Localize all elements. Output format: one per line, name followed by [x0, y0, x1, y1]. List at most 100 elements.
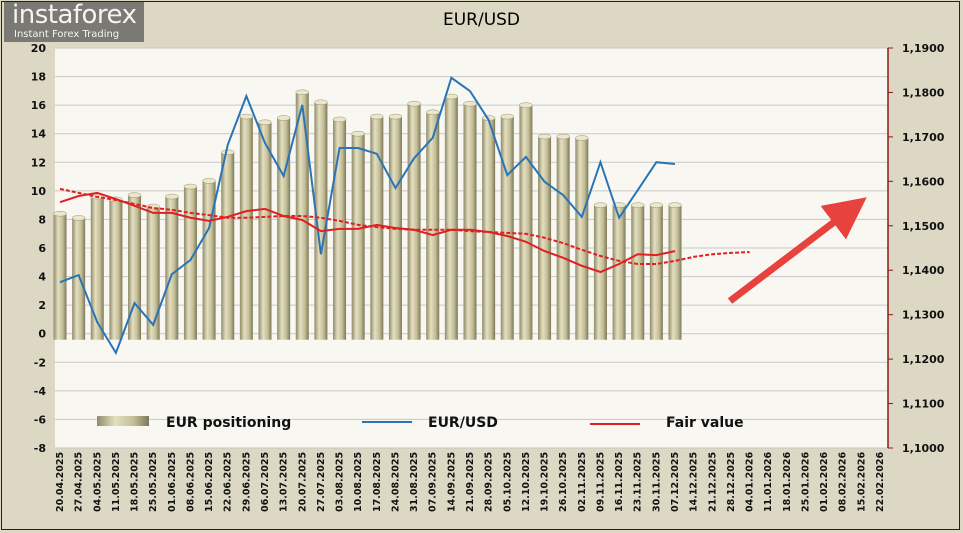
x-tick-label: 22.02.2026 [875, 452, 886, 512]
bar-cap [388, 113, 403, 120]
right-tick-label: 1,1700 [902, 131, 945, 144]
right-tick-label: 1,1600 [902, 175, 945, 188]
x-tick-label: 07.12.2025 [670, 452, 681, 512]
bar [165, 196, 179, 340]
bar-cap [556, 133, 570, 140]
legend-fair-value: Fair value [666, 415, 744, 431]
left-tick-label: 10 [31, 185, 47, 198]
bar [295, 92, 309, 340]
bar [575, 138, 589, 340]
bar-cap [71, 215, 86, 221]
red-arrow-annotation [727, 197, 867, 304]
bar-cap [332, 116, 347, 123]
bar [109, 199, 123, 340]
x-tick-label: 05.10.2025 [502, 452, 513, 512]
right-tick-label: 1,1400 [902, 264, 945, 277]
bar [146, 206, 160, 340]
right-tick-label: 1,1000 [902, 442, 945, 455]
bar [314, 102, 328, 340]
legend-bar-swatch [97, 416, 149, 426]
x-tick-label: 18.05.2025 [130, 452, 141, 512]
eurusd-line [59, 76, 676, 356]
x-tick-label: 23.11.2025 [633, 452, 644, 512]
right-tick-label: 1,1500 [902, 220, 945, 233]
bar [221, 152, 235, 340]
left-tick-label: 0 [38, 328, 46, 341]
bar-cap [127, 192, 142, 198]
x-tick-label: 11.01.2026 [763, 452, 774, 512]
x-tick-label: 15.06.2025 [204, 452, 215, 512]
left-tick-label: 6 [38, 242, 46, 255]
x-tick-label: 17.08.2025 [372, 452, 383, 512]
legend-eur-positioning: EUR positioning [166, 415, 291, 431]
x-tick-label: 25.01.2026 [800, 452, 811, 512]
bar-cap [519, 102, 533, 108]
bar [90, 196, 104, 340]
x-tick-label: 29.06.2025 [241, 452, 252, 512]
x-tick-label: 04.05.2025 [92, 452, 103, 512]
bar-cap [165, 193, 179, 200]
right-tick-label: 1,1100 [902, 398, 945, 411]
bar-cap [314, 99, 328, 106]
x-tick-label: 14.12.2025 [689, 452, 700, 512]
bar [258, 122, 272, 340]
x-tick-label: 19.10.2025 [540, 452, 551, 512]
bar [463, 103, 477, 340]
x-tick-label: 24.08.2025 [390, 452, 401, 512]
x-tick-label: 27.04.2025 [74, 452, 85, 512]
x-tick-label: 11.05.2025 [111, 452, 122, 512]
x-tick-label: 08.06.2025 [185, 452, 196, 512]
left-tick-label: 20 [31, 42, 47, 55]
x-tick-label: 21.12.2025 [707, 452, 718, 512]
x-tick-label: 02.11.2025 [577, 452, 588, 512]
bar-cap [220, 149, 235, 156]
left-tick-label: 2 [38, 299, 46, 312]
bar [53, 213, 67, 340]
bar-cap [537, 133, 552, 140]
x-tick-label: 25.05.2025 [148, 452, 159, 512]
left-tick-label: 18 [31, 71, 46, 84]
right-tick-label: 1,1300 [902, 309, 945, 322]
instaforex-logo: instaforex Instant Forex Trading [4, 0, 144, 42]
bar-cap [500, 113, 515, 120]
x-tick-label: 03.08.2025 [335, 452, 346, 512]
bar-cap [370, 113, 384, 120]
bar-cap [630, 202, 645, 208]
x-tick-label: 09.11.2025 [595, 452, 606, 512]
x-tick-label: 26.10.2025 [558, 452, 569, 512]
bar-cap [425, 109, 440, 116]
x-tick-label: 15.02.2026 [856, 452, 867, 512]
bar-cap [407, 100, 421, 107]
bar-cap [575, 135, 589, 141]
left-tick-label: -2 [34, 356, 46, 369]
bar-cap [295, 89, 310, 96]
x-tick-label: 06.07.2025 [260, 452, 271, 512]
bar-cap [202, 178, 216, 184]
legend-eurusd: EUR/USD [428, 415, 498, 431]
bar [183, 186, 197, 340]
bar [444, 96, 458, 340]
x-tick-label: 01.02.2026 [819, 452, 830, 512]
bar-cap [463, 100, 477, 107]
x-tick-label: 20.07.2025 [297, 452, 308, 512]
left-tick-label: 4 [38, 271, 46, 284]
left-tick-label: 12 [31, 156, 46, 169]
bar-cap [183, 183, 198, 190]
fair-value-line [59, 191, 676, 274]
x-tick-label: 01.06.2025 [167, 452, 178, 512]
x-tick-label: 08.02.2026 [838, 452, 849, 512]
x-tick-label: 28.09.2025 [484, 452, 495, 512]
bar [426, 112, 440, 340]
bar-cap [276, 115, 291, 121]
left-tick-label: -8 [34, 442, 46, 455]
x-tick-label: 04.01.2026 [745, 452, 756, 512]
bar-cap [668, 202, 682, 208]
bar [500, 116, 514, 340]
bar [239, 116, 253, 340]
bar-cap [239, 113, 254, 120]
x-tick-label: 22.06.2025 [223, 452, 234, 512]
bar-cap [351, 130, 365, 137]
left-tick-label: 14 [31, 128, 47, 141]
bar-cap [649, 202, 664, 208]
